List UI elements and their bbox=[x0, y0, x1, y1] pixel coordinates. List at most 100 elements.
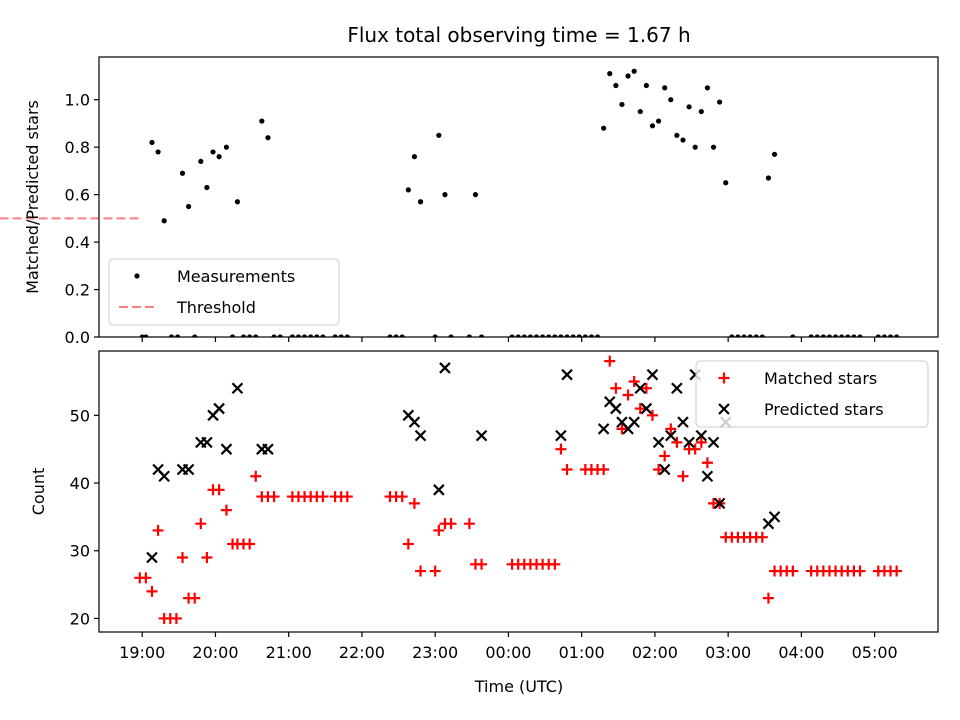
data-point bbox=[213, 484, 225, 496]
data-point bbox=[561, 368, 573, 381]
data-point bbox=[155, 149, 161, 155]
data-point bbox=[655, 118, 662, 124]
data-point bbox=[341, 491, 353, 503]
data-point bbox=[417, 199, 424, 205]
x-axis-label: Time (UTC) bbox=[474, 677, 563, 696]
data-point bbox=[832, 334, 839, 337]
data-point bbox=[576, 334, 582, 337]
data-point bbox=[723, 180, 729, 186]
data-point bbox=[240, 334, 247, 337]
data-point bbox=[393, 334, 399, 337]
data-point bbox=[601, 125, 607, 131]
x-tick-label: 05:00 bbox=[852, 643, 898, 662]
data-point bbox=[338, 334, 344, 337]
data-point bbox=[634, 382, 647, 395]
data-point bbox=[433, 524, 445, 536]
data-point bbox=[265, 135, 271, 141]
data-point bbox=[594, 334, 601, 337]
data-point bbox=[168, 334, 175, 337]
y-tick-label: 0.8 bbox=[65, 138, 90, 157]
data-point bbox=[472, 192, 479, 198]
data-point bbox=[201, 552, 213, 564]
data-point bbox=[546, 334, 552, 337]
legend-marker bbox=[134, 273, 140, 279]
y-axis-label: Matched/Predicted stars bbox=[23, 100, 42, 294]
data-point bbox=[698, 108, 704, 115]
data-point bbox=[598, 463, 610, 475]
data-point bbox=[622, 389, 634, 401]
data-point bbox=[182, 463, 195, 476]
data-point bbox=[521, 334, 527, 337]
chart-title: Flux total observing time = 1.67 h bbox=[347, 23, 690, 47]
data-point bbox=[674, 132, 680, 138]
data-point bbox=[317, 491, 329, 503]
data-point bbox=[179, 170, 186, 176]
data-point bbox=[604, 355, 616, 367]
x-tick-label: 23:00 bbox=[412, 643, 458, 662]
data-point bbox=[402, 538, 414, 550]
data-point bbox=[762, 592, 774, 604]
y-tick-label: 50 bbox=[70, 406, 90, 425]
series-predicted-stars bbox=[146, 362, 781, 564]
data-point bbox=[201, 436, 213, 449]
data-point bbox=[301, 334, 308, 337]
data-point bbox=[701, 457, 713, 469]
y-tick-label: 1.0 bbox=[65, 91, 90, 110]
data-point bbox=[210, 149, 216, 155]
data-point bbox=[875, 334, 881, 337]
data-point bbox=[408, 416, 421, 428]
data-point bbox=[619, 101, 625, 108]
data-point bbox=[170, 612, 182, 624]
x-tick-label: 04:00 bbox=[778, 643, 824, 662]
data-point bbox=[753, 334, 759, 337]
data-point bbox=[143, 334, 149, 337]
data-point bbox=[445, 518, 457, 530]
data-point bbox=[710, 144, 717, 150]
data-point bbox=[204, 184, 210, 191]
data-point bbox=[887, 334, 894, 337]
legend-label: Matched stars bbox=[764, 369, 877, 388]
data-point bbox=[839, 334, 845, 337]
data-point bbox=[262, 443, 274, 455]
data-point bbox=[643, 82, 649, 89]
data-point bbox=[616, 423, 628, 435]
data-point bbox=[433, 484, 445, 496]
y-tick-label: 0.4 bbox=[65, 233, 90, 252]
data-point bbox=[665, 423, 677, 435]
data-point bbox=[195, 518, 207, 530]
data-point bbox=[771, 151, 778, 157]
data-point bbox=[344, 334, 350, 337]
data-point bbox=[429, 565, 441, 577]
data-point bbox=[759, 334, 765, 337]
data-point bbox=[637, 108, 643, 115]
data-point bbox=[439, 362, 451, 374]
data-point bbox=[476, 558, 488, 570]
data-point bbox=[683, 436, 695, 449]
data-point bbox=[646, 368, 659, 381]
data-point bbox=[692, 144, 698, 150]
legend-label: Predicted stars bbox=[764, 400, 884, 419]
data-point bbox=[659, 450, 671, 462]
data-point bbox=[747, 334, 753, 337]
data-point bbox=[432, 334, 438, 337]
data-point bbox=[826, 334, 833, 337]
x-tick-label: 00:00 bbox=[485, 643, 531, 662]
data-point bbox=[701, 470, 714, 483]
data-point bbox=[857, 334, 863, 337]
data-point bbox=[613, 82, 619, 89]
data-point bbox=[149, 139, 155, 146]
data-point bbox=[662, 85, 668, 91]
data-point bbox=[561, 463, 573, 475]
data-point bbox=[735, 334, 741, 337]
data-point bbox=[271, 334, 277, 337]
data-point bbox=[146, 551, 158, 564]
data-point bbox=[582, 334, 588, 337]
data-point bbox=[717, 99, 723, 105]
x-tick-label: 19:00 bbox=[119, 643, 165, 662]
data-point bbox=[668, 97, 674, 103]
data-point bbox=[405, 187, 411, 193]
data-point bbox=[686, 104, 692, 110]
data-point bbox=[223, 144, 230, 150]
data-point bbox=[320, 334, 326, 337]
